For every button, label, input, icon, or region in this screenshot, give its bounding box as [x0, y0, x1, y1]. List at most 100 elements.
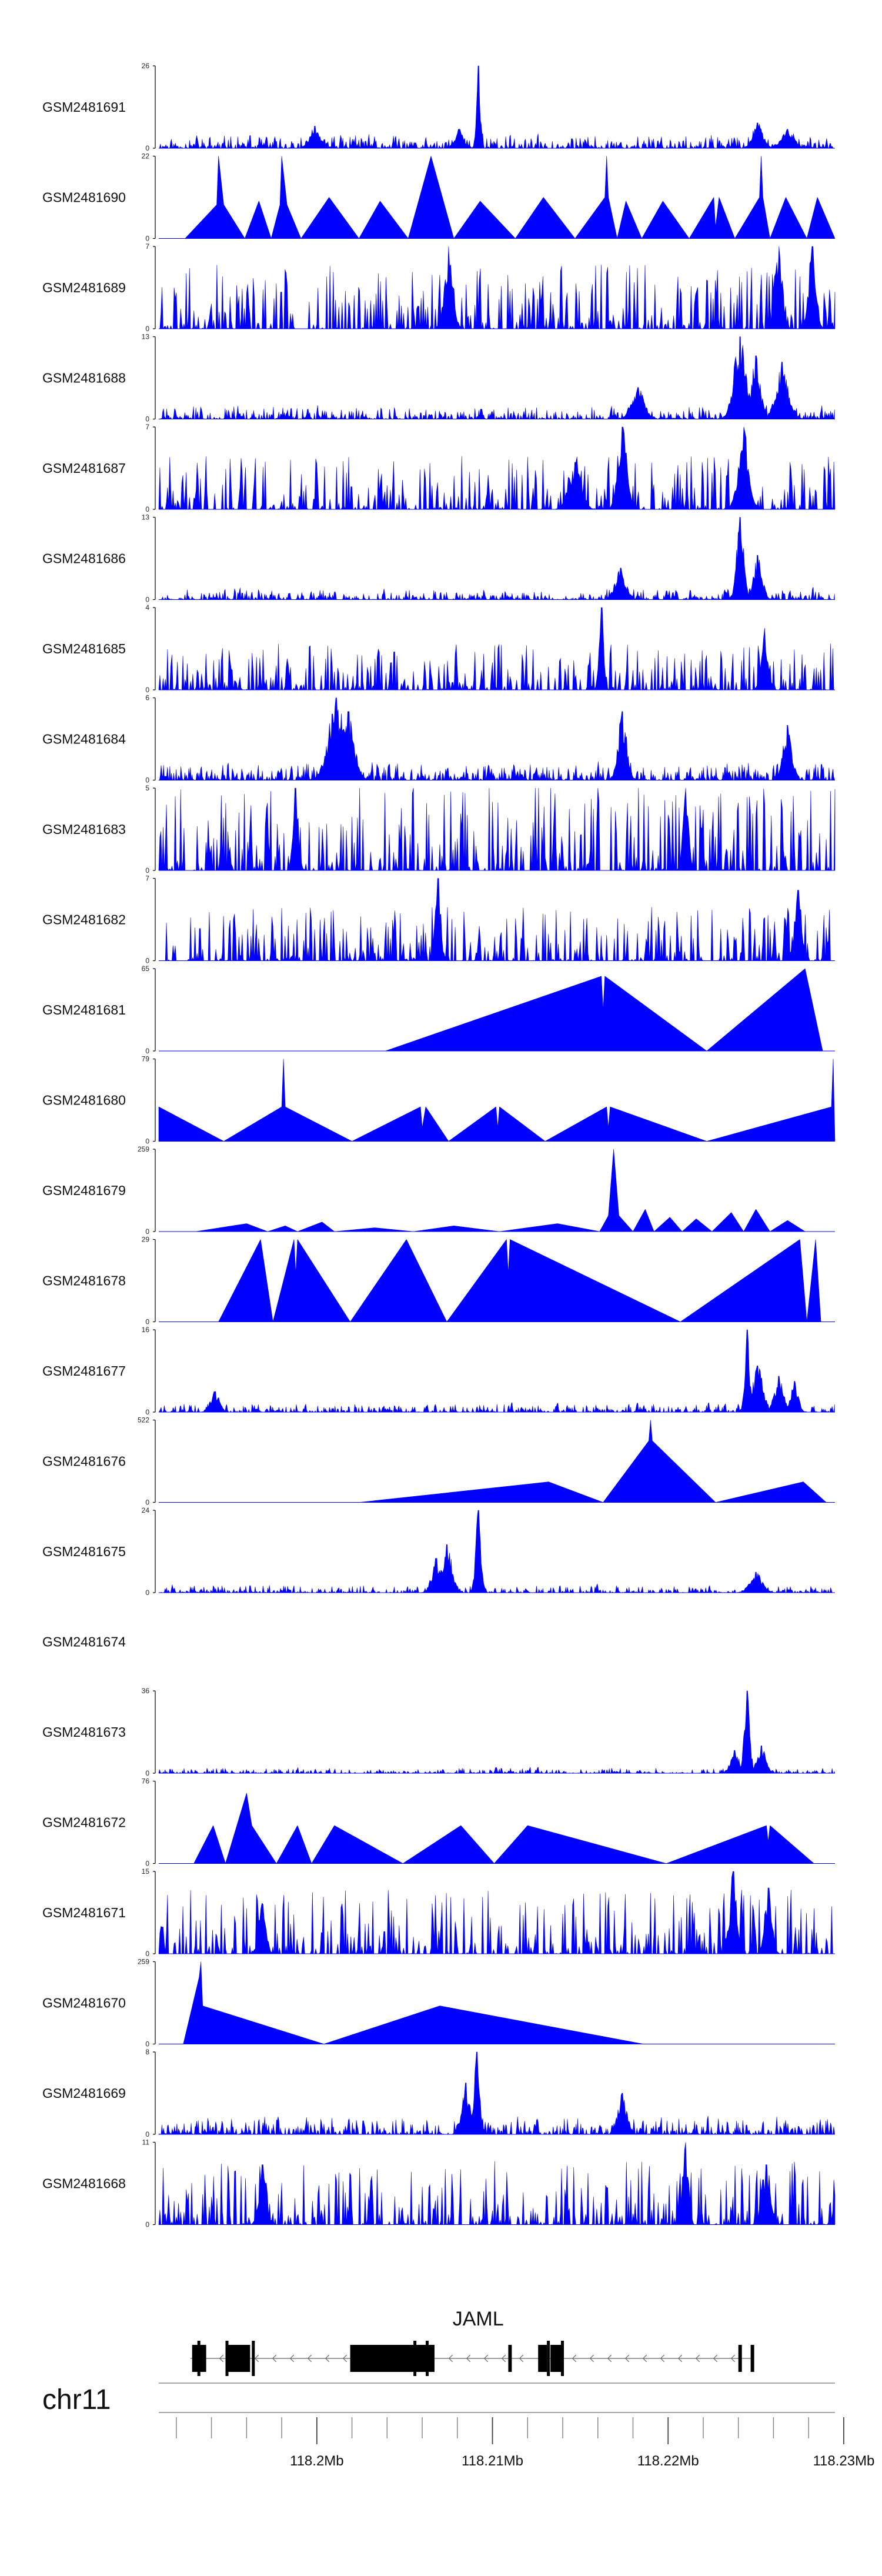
- gene-exon-edge: [547, 2341, 550, 2376]
- coverage-area: [158, 698, 835, 780]
- track-label: GSM2481689: [42, 280, 126, 295]
- track-label: GSM2481682: [42, 912, 126, 927]
- track-label: GSM2481672: [42, 1815, 126, 1830]
- y-tick-zero-label: 0: [145, 776, 149, 785]
- strand-arrow: [624, 2354, 630, 2363]
- track-label: GSM2481686: [42, 551, 126, 566]
- y-tick-zero-label: 0: [145, 144, 149, 152]
- track-GSM2481682: GSM2481682 7 0: [42, 875, 836, 965]
- strand-arrow: [219, 2354, 224, 2363]
- strand-arrow: [448, 2354, 453, 2363]
- track-label: GSM2481673: [42, 1724, 126, 1740]
- y-tick-zero-label: 0: [145, 1860, 149, 1868]
- gene-exon: [550, 2345, 562, 2372]
- track-GSM2481685: GSM2481685 4 0: [42, 603, 836, 694]
- coverage-area: [158, 336, 835, 419]
- gene-exon-edge: [225, 2341, 229, 2376]
- track-GSM2481689: GSM2481689 7 0: [42, 242, 836, 333]
- y-tick-zero-label: 0: [145, 866, 149, 875]
- axis-tick-label: 118.2Mb: [290, 2453, 344, 2469]
- y-tick-zero-label: 0: [145, 415, 149, 423]
- strand-arrow: [307, 2354, 312, 2363]
- track-GSM2481674: GSM2481674: [42, 1634, 126, 1650]
- coverage-area: [195, 1149, 806, 1232]
- coverage-area: [158, 2051, 835, 2135]
- strand-arrow: [342, 2354, 348, 2363]
- y-tick-max-label: 6: [145, 694, 149, 702]
- y-tick-max-label: 29: [142, 1236, 150, 1244]
- y-tick-max-label: 4: [145, 603, 149, 612]
- strand-arrow: [325, 2354, 330, 2363]
- strand-arrow: [713, 2354, 718, 2363]
- coverage-area: [158, 1871, 836, 1954]
- track-label: GSM2481691: [42, 99, 126, 115]
- track-GSM2481668: GSM2481668 11 0: [42, 2138, 836, 2229]
- strand-arrow: [730, 2354, 736, 2363]
- track-label: GSM2481687: [42, 461, 126, 476]
- gene-label: JAML: [453, 2308, 504, 2330]
- gene-exon: [750, 2345, 754, 2372]
- coverage-tracks: GSM2481691260GSM2481690220GSM248168970GS…: [42, 62, 836, 2229]
- track-GSM2481683: GSM2481683 5 0: [42, 784, 836, 875]
- coverage-area: [158, 65, 835, 149]
- track-label: GSM2481679: [42, 1183, 126, 1198]
- gene-exon-edge: [197, 2341, 201, 2376]
- coverage-area: [158, 788, 836, 871]
- axis-tick-label: 118.21Mb: [462, 2453, 523, 2469]
- y-tick-zero-label: 0: [145, 1408, 149, 1416]
- strand-arrow: [501, 2354, 506, 2363]
- track-label: GSM2481670: [42, 1996, 126, 2011]
- coverage-area: [158, 1329, 835, 1413]
- y-tick-max-label: 16: [142, 1326, 150, 1334]
- track-label: GSM2481684: [42, 732, 126, 747]
- y-tick-max-label: 24: [142, 1506, 150, 1514]
- y-tick-max-label: 13: [142, 333, 150, 341]
- coverage-area: [185, 156, 836, 239]
- track-GSM2481691: GSM2481691 26 0: [42, 62, 835, 152]
- track-GSM2481678: GSM2481678 29 0: [42, 1236, 835, 1326]
- y-tick-zero-label: 0: [145, 1227, 149, 1236]
- track-GSM2481677: GSM2481677 16 0: [42, 1326, 835, 1416]
- gene-exon-edge: [413, 2341, 417, 2376]
- y-tick-zero-label: 0: [145, 1137, 149, 1146]
- y-tick-max-label: 13: [142, 513, 150, 522]
- track-label: GSM2481669: [42, 2086, 126, 2101]
- track-GSM2481672: GSM2481672 76 0: [42, 1777, 835, 1868]
- y-tick-zero-label: 0: [145, 2130, 149, 2138]
- gene-exon-edge: [252, 2341, 255, 2376]
- track-GSM2481688: GSM2481688 13 0: [42, 333, 835, 423]
- coverage-area: [218, 1239, 821, 1322]
- y-tick-max-label: 15: [142, 1867, 150, 1876]
- y-tick-zero-label: 0: [145, 325, 149, 333]
- coverage-area: [158, 607, 836, 690]
- y-tick-zero-label: 0: [145, 686, 149, 694]
- y-tick-zero-label: 0: [145, 2221, 149, 2229]
- coverage-area: [193, 1793, 814, 1864]
- gene-exon-edge: [426, 2341, 429, 2376]
- track-label: GSM2481690: [42, 190, 126, 205]
- coverage-area: [158, 2142, 836, 2225]
- coverage-area: [183, 1961, 644, 2044]
- track-label: GSM2481683: [42, 822, 126, 837]
- track-label: GSM2481688: [42, 371, 126, 386]
- track-GSM2481676: GSM2481676 522 0: [42, 1416, 835, 1507]
- y-tick-max-label: 65: [142, 965, 150, 973]
- y-tick-zero-label: 0: [145, 1589, 149, 1597]
- y-tick-max-label: 7: [145, 242, 149, 251]
- track-GSM2481679: GSM2481679 259 0: [42, 1145, 835, 1236]
- track-GSM2481670: GSM2481670 259 0: [42, 1958, 835, 2048]
- y-tick-max-label: 7: [145, 875, 149, 883]
- y-tick-zero-label: 0: [145, 235, 149, 243]
- gene-track: JAML: [190, 2308, 754, 2376]
- coverage-area: [158, 1510, 835, 1593]
- y-tick-max-label: 11: [142, 2138, 150, 2147]
- gene-exon: [227, 2345, 250, 2372]
- strand-arrow: [607, 2354, 612, 2363]
- y-tick-zero-label: 0: [145, 1769, 149, 1777]
- y-tick-max-label: 36: [142, 1687, 150, 1695]
- y-tick-max-label: 7: [145, 423, 149, 431]
- track-GSM2481671: GSM2481671 15 0: [42, 1867, 836, 1958]
- gene-exon: [508, 2345, 512, 2372]
- coverage-area: [385, 968, 823, 1052]
